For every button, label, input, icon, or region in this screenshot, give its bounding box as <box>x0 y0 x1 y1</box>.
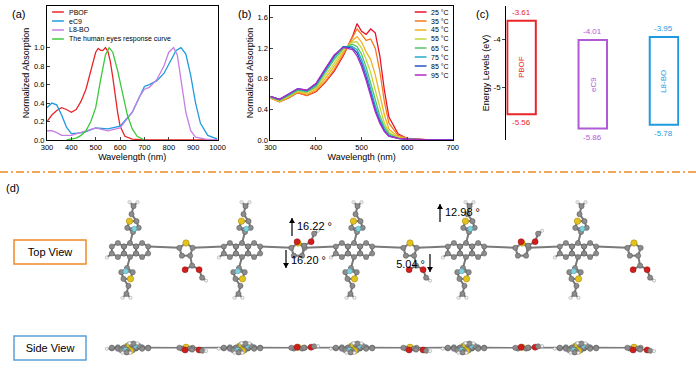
svg-text:45 °C: 45 °C <box>431 26 449 33</box>
svg-text:600: 600 <box>114 143 127 152</box>
svg-text:(b): (b) <box>238 8 251 20</box>
svg-text:800: 800 <box>163 143 176 152</box>
svg-text:Normalized Absorption: Normalized Absorption <box>21 28 31 119</box>
svg-text:-4: -4 <box>494 35 502 44</box>
svg-text:0.0: 0.0 <box>34 136 44 145</box>
svg-text:400: 400 <box>65 143 78 152</box>
svg-text:(d): (d) <box>6 182 19 194</box>
svg-text:12.98 °: 12.98 ° <box>445 206 480 218</box>
svg-text:300: 300 <box>41 143 54 152</box>
svg-text:400: 400 <box>310 143 323 152</box>
svg-text:L8-BO: L8-BO <box>69 26 90 33</box>
svg-text:55 °C: 55 °C <box>431 35 449 42</box>
svg-text:16.20 °: 16.20 ° <box>291 254 326 266</box>
svg-text:Wavelength (nm): Wavelength (nm) <box>327 152 395 162</box>
svg-text:-4.01: -4.01 <box>583 27 602 36</box>
svg-text:The human eyes response curve: The human eyes response curve <box>69 35 171 43</box>
svg-text:Side View: Side View <box>26 342 75 354</box>
svg-text:Wavelength (nm): Wavelength (nm) <box>98 152 166 162</box>
svg-text:-5: -5 <box>494 83 502 92</box>
svg-text:700: 700 <box>447 143 460 152</box>
svg-text:-5.78: -5.78 <box>654 129 673 138</box>
svg-text:5.04 °: 5.04 ° <box>396 258 425 270</box>
svg-text:600: 600 <box>401 143 414 152</box>
svg-text:35 °C: 35 °C <box>431 18 449 25</box>
svg-text:(c): (c) <box>476 8 489 20</box>
svg-text:0.0: 0.0 <box>257 136 267 145</box>
svg-text:1.6: 1.6 <box>257 13 267 22</box>
svg-text:0.2: 0.2 <box>34 117 44 126</box>
svg-text:85 °C: 85 °C <box>431 63 449 70</box>
svg-text:95 °C: 95 °C <box>431 72 449 79</box>
svg-text:1.2: 1.2 <box>257 44 267 53</box>
svg-text:Normalized Absorption: Normalized Absorption <box>245 28 255 119</box>
svg-text:-3.61: -3.61 <box>512 8 531 17</box>
svg-text:500: 500 <box>89 143 102 152</box>
svg-text:0.4: 0.4 <box>257 105 267 114</box>
svg-text:500: 500 <box>355 143 368 152</box>
svg-text:75 °C: 75 °C <box>431 54 449 61</box>
svg-text:1000: 1000 <box>209 143 226 152</box>
svg-text:Energy Levels (eV): Energy Levels (eV) <box>481 35 491 112</box>
svg-text:L8-BO: L8-BO <box>659 70 668 93</box>
svg-text:0.6: 0.6 <box>34 80 44 89</box>
svg-text:25 °C: 25 °C <box>431 9 449 16</box>
svg-text:16.22 °: 16.22 ° <box>297 220 332 232</box>
svg-text:300: 300 <box>264 143 277 152</box>
svg-text:-3.95: -3.95 <box>654 24 673 33</box>
svg-text:-5.56: -5.56 <box>512 118 531 127</box>
svg-text:PBOF: PBOF <box>517 56 526 78</box>
svg-text:0.4: 0.4 <box>34 99 44 108</box>
svg-text:0.8: 0.8 <box>34 62 44 71</box>
svg-text:0.8: 0.8 <box>257 74 267 83</box>
svg-text:(a): (a) <box>12 8 25 20</box>
svg-text:-5.86: -5.86 <box>583 133 602 142</box>
svg-text:Top View: Top View <box>28 246 72 258</box>
svg-text:eC9: eC9 <box>69 18 82 25</box>
svg-text:700: 700 <box>138 143 151 152</box>
svg-text:1.0: 1.0 <box>34 43 44 52</box>
svg-text:eC9: eC9 <box>589 77 598 92</box>
svg-text:65 °C: 65 °C <box>431 45 449 52</box>
svg-text:900: 900 <box>187 143 200 152</box>
svg-text:PBOF: PBOF <box>69 9 88 16</box>
